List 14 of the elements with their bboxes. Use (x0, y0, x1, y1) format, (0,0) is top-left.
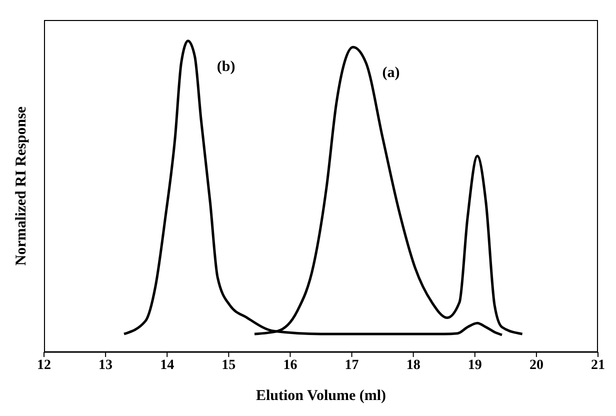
x-tick-label: 17 (344, 358, 359, 373)
x-tick-label: 20 (529, 358, 544, 373)
x-tick-label: 18 (406, 358, 420, 373)
y-axis-title: Normalized RI Response (14, 106, 30, 266)
series-label: (b) (216, 58, 236, 75)
x-tick-label: 15 (222, 358, 236, 373)
x-axis-title: Elution Volume (ml) (256, 388, 386, 404)
x-tick-label: 13 (98, 358, 113, 373)
x-tick-label: 14 (160, 358, 174, 373)
x-tick-label: 16 (283, 358, 298, 373)
x-tick-label: 19 (468, 358, 482, 373)
x-tick-label: 12 (37, 358, 51, 373)
series-label: (a) (382, 65, 400, 82)
x-tick-label: 21 (591, 358, 605, 373)
